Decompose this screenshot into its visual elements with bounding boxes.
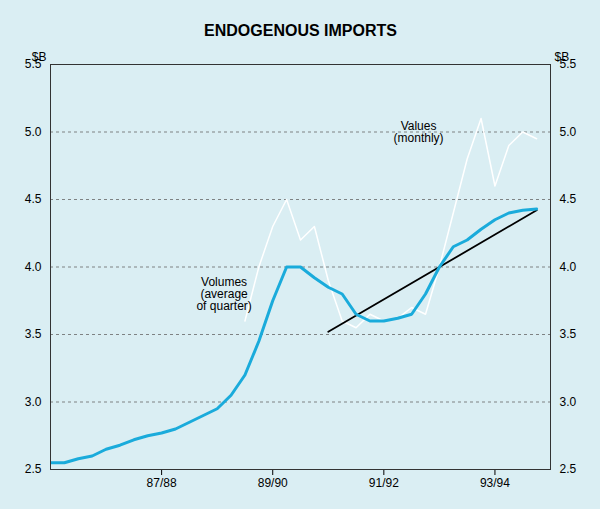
svg-text:87/88: 87/88	[147, 476, 177, 490]
svg-text:4.0: 4.0	[560, 260, 577, 274]
svg-text:3.5: 3.5	[25, 327, 42, 341]
svg-text:4.5: 4.5	[25, 192, 42, 206]
svg-text:$B: $B	[32, 50, 47, 64]
svg-text:5.5: 5.5	[24, 57, 42, 72]
svg-text:91/92: 91/92	[369, 476, 399, 490]
svg-text:3.0: 3.0	[560, 395, 577, 409]
svg-text:3.5: 3.5	[560, 327, 577, 341]
svg-text:2.5: 2.5	[560, 462, 577, 476]
svg-text:4.5: 4.5	[560, 192, 577, 206]
svg-text:5.5: 5.5	[559, 57, 577, 72]
svg-text:Volumes(averageof quarter): Volumes(averageof quarter)	[196, 275, 251, 313]
svg-text:2.5: 2.5	[25, 462, 42, 476]
svg-text:Values(monthly): Values(monthly)	[394, 119, 444, 145]
svg-text:5.0: 5.0	[560, 125, 577, 139]
svg-text:4.0: 4.0	[25, 260, 42, 274]
svg-text:ENDOGENOUS IMPORTS: ENDOGENOUS IMPORTS	[204, 22, 397, 39]
svg-text:93/94: 93/94	[480, 476, 510, 490]
svg-text:3.0: 3.0	[25, 395, 42, 409]
svg-text:5.0: 5.0	[25, 125, 42, 139]
svg-text:$B: $B	[555, 50, 570, 64]
svg-text:89/90: 89/90	[258, 476, 288, 490]
